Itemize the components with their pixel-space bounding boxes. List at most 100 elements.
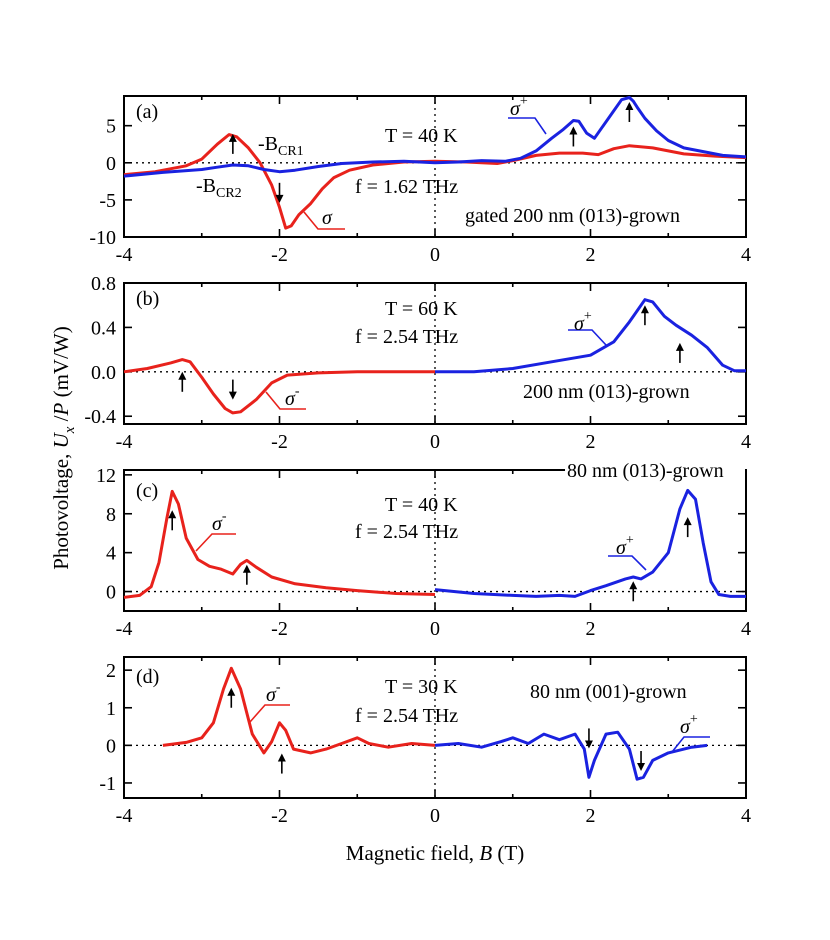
resonance-arrow: [683, 517, 692, 538]
leader-line: [671, 736, 710, 753]
arrow-head: [640, 305, 649, 314]
resonance-arrow: [637, 751, 646, 771]
y-tick-label: 0.4: [91, 317, 116, 339]
leader-line: [265, 391, 306, 410]
panel-b-temperature: T = 60 K: [385, 298, 458, 320]
resonance-arrow: [675, 342, 684, 363]
series-sigma-plus-line: [434, 488, 746, 598]
resonance-arrow: [228, 133, 237, 154]
leader-line: [608, 555, 647, 571]
y-tick-label: 0: [106, 735, 116, 757]
sigma-minus-label: σ-: [285, 384, 300, 410]
panel-c-sample: 80 nm (013)-grown: [567, 460, 724, 482]
arrow-head: [625, 101, 634, 110]
y-tick-label: 2: [106, 660, 116, 682]
x-tick-label: 2: [586, 431, 596, 453]
series-sigma-plus-line: [434, 730, 708, 781]
resonance-arrow: [242, 564, 251, 585]
sigma-plus-label: σ+: [680, 712, 698, 738]
panel-c-frequency: f = 2.54 THz: [355, 521, 458, 543]
resonance-arrow: [640, 305, 649, 326]
panel-d-label: (d): [136, 666, 159, 688]
arrow-head: [675, 342, 684, 351]
sigma-plus-label: σ+: [574, 309, 592, 335]
panel-a-data: [123, 96, 747, 230]
x-tick-label: 0: [430, 431, 440, 453]
bcr2-symbol: -BCR2: [196, 175, 242, 201]
x-tick-label: -4: [116, 805, 133, 827]
arrow-head: [629, 581, 638, 590]
arrow-head: [228, 391, 237, 400]
arrow-head: [227, 687, 236, 696]
y-tick-label: 0: [106, 153, 116, 175]
y-tick-label: 4: [106, 543, 116, 565]
arrow-head: [178, 371, 187, 380]
resonance-arrow: [178, 371, 187, 392]
y-tick-label: 5: [106, 116, 116, 138]
y-tick-label: 12: [96, 465, 116, 487]
panel-c: -4 -2 0 2 4 12 8 4 0 (c) T = 40 K f = 2.54 THz 8…: [96, 459, 751, 640]
panel-a: -4 -2 0 2 4 5 0 -5 -10 (a) T = 40 K f = 1.62 THz…: [89, 95, 751, 266]
series-sigma-minus-line: [162, 666, 436, 755]
panel-a-sample: gated 200 nm (013)-grown: [465, 205, 680, 227]
x-tick-label: -4: [116, 618, 133, 640]
x-tick-label: -2: [271, 618, 288, 640]
x-tick-label: 4: [741, 431, 751, 453]
x-axis-title: Magnetic field, B (T): [346, 841, 524, 865]
x-tick-label: 0: [430, 618, 440, 640]
series-sigma-plus-line: [123, 96, 747, 178]
panel-d: -4 -2 0 2 4 2 1 0 -1 (d) T = 30 K f = 2.54 THz 8…: [99, 656, 751, 827]
panel-b-data: [123, 298, 746, 415]
sigma-plus-label: σ+: [510, 94, 528, 120]
panel-b-guides: [124, 283, 746, 424]
resonance-arrow: [228, 379, 237, 400]
series-sigma-minus-line: [123, 358, 435, 415]
arrow-head: [683, 517, 692, 526]
sigma-plus-label: σ+: [616, 533, 634, 559]
panel-c-sample-backing: [565, 459, 745, 479]
arrow-head: [569, 126, 578, 135]
y-tick-label: -0.4: [84, 406, 116, 428]
panel-d-sample: 80 nm (001)-grown: [530, 681, 687, 703]
bcr1-symbol: -BCR1: [258, 133, 304, 159]
sigma-label: σ: [322, 207, 333, 229]
resonance-arrow: [275, 182, 284, 203]
arrow-head: [637, 763, 646, 771]
resonance-arrow: [168, 510, 177, 531]
resonance-arrow: [277, 753, 286, 774]
y-tick-label: 8: [106, 504, 116, 526]
y-tick-label: -10: [89, 227, 116, 249]
x-tick-label: 4: [741, 805, 751, 827]
x-tick-label: -2: [271, 244, 288, 266]
sigma-minus-label: σ-: [212, 509, 227, 535]
arrow-head: [275, 194, 284, 203]
x-tick-label: -2: [271, 431, 288, 453]
resonance-arrow: [569, 126, 578, 147]
resonance-arrow: [625, 101, 634, 122]
resonance-arrow: [584, 728, 593, 749]
panel-a-temperature: T = 40 K: [385, 125, 458, 147]
panel-a-ticks: -4 -2 0 2 4 5 0 -5 -10: [89, 96, 751, 266]
panel-b-sample: 200 nm (013)-grown: [523, 381, 690, 403]
panel-c-data: [123, 488, 746, 602]
arrow-head: [168, 510, 177, 519]
panel-b-label: (b): [136, 288, 159, 310]
series-sigma-minus-line: [123, 489, 436, 599]
y-tick-label: -1: [99, 773, 116, 795]
leader-line: [303, 211, 345, 230]
leader-line: [508, 117, 547, 135]
x-tick-label: -4: [116, 431, 133, 453]
x-tick-label: 2: [586, 618, 596, 640]
x-tick-label: 4: [741, 244, 751, 266]
x-tick-label: 0: [430, 805, 440, 827]
series-sigma-plus-line: [435, 298, 746, 374]
panel-d-ticks: -4 -2 0 2 4 2 1 0 -1: [99, 657, 751, 827]
arrow-head: [242, 564, 251, 573]
y-tick-label: 1: [106, 698, 116, 720]
leader-line: [249, 704, 290, 723]
x-tick-label: -2: [271, 805, 288, 827]
panel-a-label: (a): [136, 101, 158, 123]
x-tick-label: 2: [586, 244, 596, 266]
x-tick-label: 2: [586, 805, 596, 827]
leader-line: [195, 533, 236, 552]
